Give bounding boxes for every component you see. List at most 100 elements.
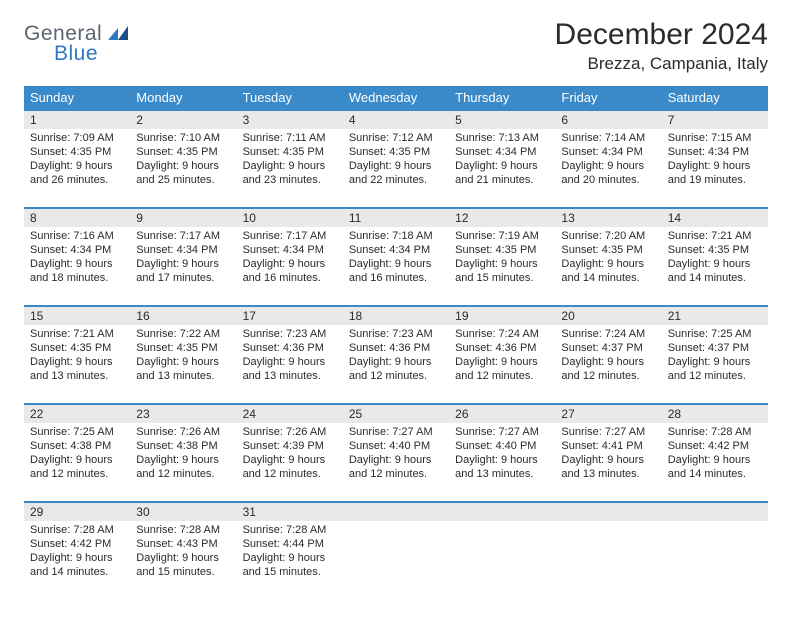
sunrise-line: Sunrise: 7:28 AM [30,523,124,537]
brand-mark-icon [108,26,130,45]
location-subtitle: Brezza, Campania, Italy [555,54,768,74]
day-of-week-header: SundayMondayTuesdayWednesdayThursdayFrid… [24,86,768,109]
daylight-line2: and 15 minutes. [243,565,337,579]
day-cell: Sunrise: 7:26 AMSunset: 4:38 PMDaylight:… [130,423,236,501]
daylight-line1: Daylight: 9 hours [668,257,762,271]
day-number: 7 [662,111,768,129]
day-cell: Sunrise: 7:17 AMSunset: 4:34 PMDaylight:… [130,227,236,305]
daylight-line1: Daylight: 9 hours [455,355,549,369]
day-cell: Sunrise: 7:26 AMSunset: 4:39 PMDaylight:… [237,423,343,501]
week-row: Sunrise: 7:28 AMSunset: 4:42 PMDaylight:… [24,521,768,599]
daylight-line1: Daylight: 9 hours [30,355,124,369]
day-cell: Sunrise: 7:21 AMSunset: 4:35 PMDaylight:… [662,227,768,305]
sunrise-line: Sunrise: 7:19 AM [455,229,549,243]
sunrise-line: Sunrise: 7:25 AM [668,327,762,341]
daylight-line1: Daylight: 9 hours [30,551,124,565]
day-cell: Sunrise: 7:09 AMSunset: 4:35 PMDaylight:… [24,129,130,207]
day-number: 10 [237,209,343,227]
daylight-line1: Daylight: 9 hours [136,355,230,369]
daylight-line1: Daylight: 9 hours [30,257,124,271]
sunrise-line: Sunrise: 7:27 AM [455,425,549,439]
daylight-line2: and 21 minutes. [455,173,549,187]
daylight-line2: and 13 minutes. [243,369,337,383]
sunset-line: Sunset: 4:39 PM [243,439,337,453]
day-cell [555,521,661,599]
daylight-line1: Daylight: 9 hours [668,453,762,467]
daylight-line1: Daylight: 9 hours [349,453,443,467]
sunrise-line: Sunrise: 7:25 AM [30,425,124,439]
sunset-line: Sunset: 4:35 PM [243,145,337,159]
day-number: 25 [343,405,449,423]
day-cell: Sunrise: 7:23 AMSunset: 4:36 PMDaylight:… [237,325,343,403]
day-cell: Sunrise: 7:27 AMSunset: 4:41 PMDaylight:… [555,423,661,501]
sunrise-line: Sunrise: 7:09 AM [30,131,124,145]
day-number: 20 [555,307,661,325]
sunrise-line: Sunrise: 7:23 AM [349,327,443,341]
sunrise-line: Sunrise: 7:28 AM [136,523,230,537]
calendar-page: General Blue December 2024 Brezza, Campa… [0,0,792,617]
dow-label: Tuesday [237,86,343,109]
sunset-line: Sunset: 4:38 PM [30,439,124,453]
daylight-line1: Daylight: 9 hours [349,355,443,369]
sunrise-line: Sunrise: 7:11 AM [243,131,337,145]
day-cell: Sunrise: 7:11 AMSunset: 4:35 PMDaylight:… [237,129,343,207]
brand-logo: General Blue [24,22,130,66]
page-header: General Blue December 2024 Brezza, Campa… [24,18,768,74]
daylight-line2: and 18 minutes. [30,271,124,285]
day-number: 11 [343,209,449,227]
sunset-line: Sunset: 4:34 PM [30,243,124,257]
sunset-line: Sunset: 4:34 PM [668,145,762,159]
sunset-line: Sunset: 4:35 PM [668,243,762,257]
week-row: Sunrise: 7:09 AM Sunset: 4:35 PM Daylight:… [24,129,768,207]
dow-label: Thursday [449,86,555,109]
sunset-line: Sunset: 4:34 PM [136,243,230,257]
day-number: 12 [449,209,555,227]
day-number: 31 [237,503,343,521]
sunset-line: Sunset: 4:41 PM [561,439,655,453]
day-cell: Sunrise: 7:15 AMSunset: 4:34 PMDaylight:… [662,129,768,207]
daylight-line1: Daylight: 9 hours [136,551,230,565]
daylight-line1: Daylight: 9 hours [561,355,655,369]
daylight-line2: and 25 minutes. [136,173,230,187]
sunrise-line: Sunrise: 7:15 AM [668,131,762,145]
daylight-line1: Daylight: 9 hours [30,453,124,467]
day-number: 16 [130,307,236,325]
daylight-line2: and 13 minutes. [561,467,655,481]
day-cell: Sunrise: 7:28 AMSunset: 4:42 PMDaylight:… [24,521,130,599]
sunset-line: Sunset: 4:37 PM [668,341,762,355]
day-number: 17 [237,307,343,325]
daylight-line1: Daylight: 9 hours [30,159,124,173]
sunset-line: Sunset: 4:34 PM [243,243,337,257]
day-cell: Sunrise: 7:14 AMSunset: 4:34 PMDaylight:… [555,129,661,207]
day-number: 6 [555,111,661,129]
daylight-line2: and 14 minutes. [668,271,762,285]
sunrise-line: Sunrise: 7:22 AM [136,327,230,341]
sunset-line: Sunset: 4:34 PM [349,243,443,257]
daylight-line2: and 17 minutes. [136,271,230,285]
sunrise-line: Sunrise: 7:17 AM [243,229,337,243]
day-cell [343,521,449,599]
day-number: 13 [555,209,661,227]
day-number: 18 [343,307,449,325]
day-cell [662,521,768,599]
sunrise-line: Sunrise: 7:12 AM [349,131,443,145]
day-cell: Sunrise: 7:13 AMSunset: 4:34 PMDaylight:… [449,129,555,207]
daylight-line1: Daylight: 9 hours [561,257,655,271]
daylight-line2: and 13 minutes. [455,467,549,481]
sunrise-line: Sunrise: 7:21 AM [30,327,124,341]
day-cell: Sunrise: 7:27 AMSunset: 4:40 PMDaylight:… [449,423,555,501]
daylight-line1: Daylight: 9 hours [668,159,762,173]
day-number: 21 [662,307,768,325]
day-cell: Sunrise: 7:21 AMSunset: 4:35 PMDaylight:… [24,325,130,403]
dow-label: Friday [555,86,661,109]
week-row: Sunrise: 7:25 AMSunset: 4:38 PMDaylight:… [24,423,768,501]
sunrise-line: Sunrise: 7:17 AM [136,229,230,243]
daylight-line1: Daylight: 9 hours [561,159,655,173]
sunrise-line: Sunrise: 7:26 AM [136,425,230,439]
day-number: 23 [130,405,236,423]
day-number: 14 [662,209,768,227]
sunset-line: Sunset: 4:34 PM [561,145,655,159]
daylight-line2: and 19 minutes. [668,173,762,187]
sunrise-line: Sunrise: 7:20 AM [561,229,655,243]
day-cell: Sunrise: 7:12 AMSunset: 4:35 PMDaylight:… [343,129,449,207]
